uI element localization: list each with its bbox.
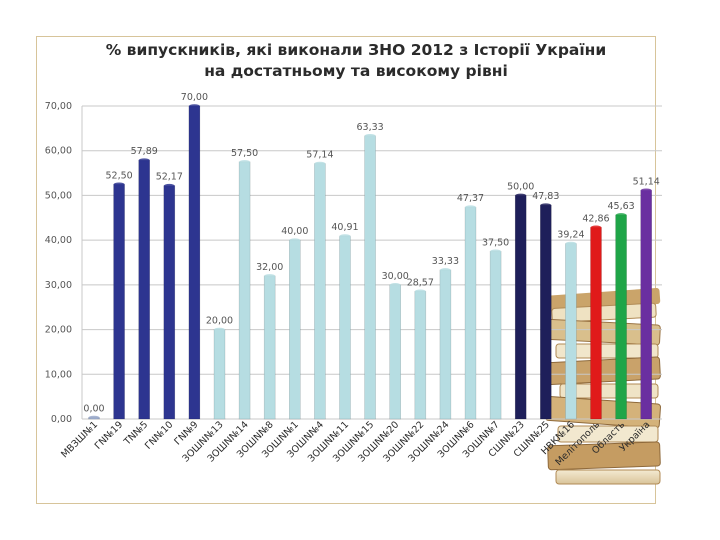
x-tick-label: ГN№19: [93, 419, 125, 451]
bar-cap: [565, 241, 577, 246]
bar-cap: [339, 234, 351, 238]
bar: [514, 195, 527, 420]
bar: [539, 204, 552, 420]
bar-cap: [590, 225, 602, 230]
bar: [439, 269, 452, 420]
bar-cap: [540, 203, 552, 207]
bar: [263, 275, 276, 420]
bar-cap: [414, 289, 426, 294]
bar-cap: [88, 415, 100, 420]
chart-title-line1: % випускників, які виконали ЗНО 2012 з І…: [105, 41, 607, 59]
bar: [339, 235, 351, 420]
bar-cap: [188, 104, 200, 108]
bar: [640, 190, 653, 420]
bar: [389, 284, 402, 420]
bar-cap: [389, 283, 401, 287]
data-label: 40,91: [331, 222, 358, 233]
x-tick-label: ГN№10: [143, 419, 175, 451]
bar: [163, 185, 176, 420]
bar: [590, 227, 602, 420]
data-label: 30,00: [382, 271, 409, 282]
bar: [213, 329, 226, 420]
data-label: 42,86: [582, 213, 609, 224]
chart-title: % випускників, які виконали ЗНО 2012 з І…: [76, 40, 636, 82]
data-label: 63,33: [356, 122, 383, 133]
data-label: 40,00: [281, 226, 308, 237]
bar-cap: [314, 161, 326, 166]
y-tick-label: 10,00: [45, 369, 72, 380]
bar: [364, 135, 376, 420]
bar-cap: [465, 205, 476, 209]
y-tick-label: 20,00: [45, 325, 72, 336]
data-label: 70,00: [181, 92, 208, 103]
data-label: 47,83: [532, 191, 559, 202]
bar: [489, 251, 502, 420]
bar-cap: [515, 193, 527, 198]
chart-title-line2: на достатньому та високому рівні: [204, 62, 508, 80]
bar-cap: [214, 327, 225, 332]
data-label: 52,50: [105, 170, 132, 181]
bar: [188, 105, 201, 420]
bar-cap: [163, 183, 175, 188]
y-tick-label: 50,00: [45, 190, 72, 201]
data-label: 52,17: [156, 172, 183, 183]
y-tick-label: 70,00: [45, 101, 72, 112]
bar-cap: [364, 134, 376, 138]
y-tick-label: 60,00: [45, 146, 72, 157]
data-label: 32,00: [256, 262, 283, 273]
data-label: 33,33: [432, 256, 459, 267]
data-label: 57,50: [231, 148, 258, 159]
bar: [113, 183, 125, 420]
bar: [414, 290, 427, 420]
bar-cap: [615, 213, 627, 217]
y-tick-label: 0,00: [51, 414, 72, 425]
bar: [288, 239, 301, 420]
bar: [238, 161, 251, 420]
data-label: 57,89: [131, 146, 158, 157]
bar: [464, 206, 477, 420]
bar-cap: [289, 238, 301, 242]
bar-cap: [640, 188, 652, 193]
bar-cap: [138, 158, 150, 162]
data-label: 20,00: [206, 316, 233, 327]
bar-cap: [439, 268, 451, 272]
bar: [615, 214, 627, 420]
data-label: 47,37: [457, 193, 484, 204]
bar-cap: [239, 160, 251, 164]
y-tick-label: 30,00: [45, 280, 72, 291]
y-tick-label: 40,00: [45, 235, 72, 246]
bar: [314, 163, 326, 420]
data-label: 0,00: [83, 404, 104, 415]
data-label: 51,14: [633, 176, 660, 187]
data-label: 37,50: [482, 237, 509, 248]
data-label: 45,63: [607, 201, 634, 212]
bar: [138, 159, 150, 420]
x-tick-label: МВЗШ№1: [59, 419, 100, 460]
data-label: 57,14: [306, 150, 333, 161]
bar-cap: [490, 249, 502, 254]
data-label: 39,24: [557, 230, 584, 241]
bar-cap: [113, 182, 125, 187]
data-label: 28,57: [407, 277, 434, 288]
data-label: 50,00: [507, 181, 534, 192]
bar-cap: [264, 274, 276, 278]
bar: [565, 243, 577, 420]
